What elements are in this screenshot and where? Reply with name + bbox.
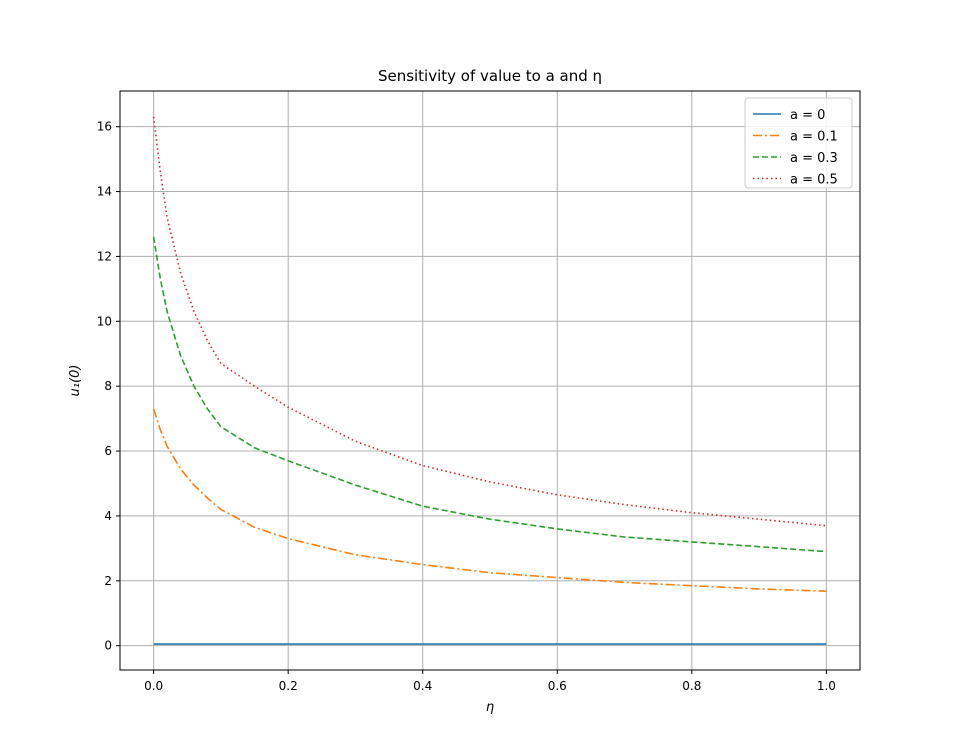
x-tick-label: 0.0: [144, 679, 163, 693]
y-tick-label: 14: [97, 185, 112, 199]
y-tick-label: 8: [104, 379, 112, 393]
series-line-2: [152, 236, 827, 553]
x-tick-label: 0.8: [682, 679, 701, 693]
chart-title: Sensitivity of value to a and η: [378, 67, 602, 85]
x-axis-label: η: [486, 700, 494, 715]
y-tick-label: 6: [104, 444, 112, 458]
legend-label-2: a = 0.3: [790, 151, 838, 166]
y-axis-label: u₁(0): [68, 365, 83, 397]
x-axis-ticks: 0.0 0.2 0.4 0.6 0.8 1.0: [144, 670, 836, 693]
series-line-1: [152, 408, 827, 592]
x-tick-label: 0.4: [413, 679, 432, 693]
x-tick-label: 0.2: [279, 679, 298, 693]
y-tick-label: 10: [97, 314, 112, 328]
legend-label-0: a = 0: [790, 108, 825, 123]
y-tick-label: 0: [104, 639, 112, 653]
x-tick-label: 1.0: [817, 679, 836, 693]
grid-lines: [120, 91, 860, 670]
y-tick-label: 2: [104, 574, 112, 588]
series-layer: [152, 116, 827, 645]
plot-frame: [119, 90, 861, 671]
y-tick-label: 16: [97, 120, 112, 134]
series-line-3: [152, 116, 827, 527]
legend-label-3: a = 0.5: [790, 173, 838, 188]
x-tick-label: 0.6: [548, 679, 567, 693]
legend: a = 0 a = 0.1 a = 0.3 a = 0.5: [744, 97, 853, 189]
y-tick-label: 12: [97, 249, 112, 263]
legend-label-1: a = 0.1: [790, 130, 838, 145]
legend-box: [744, 97, 853, 189]
y-tick-label: 4: [104, 509, 112, 523]
y-axis-ticks: 0 2 4 6 8 10 12 14 16: [97, 120, 120, 653]
